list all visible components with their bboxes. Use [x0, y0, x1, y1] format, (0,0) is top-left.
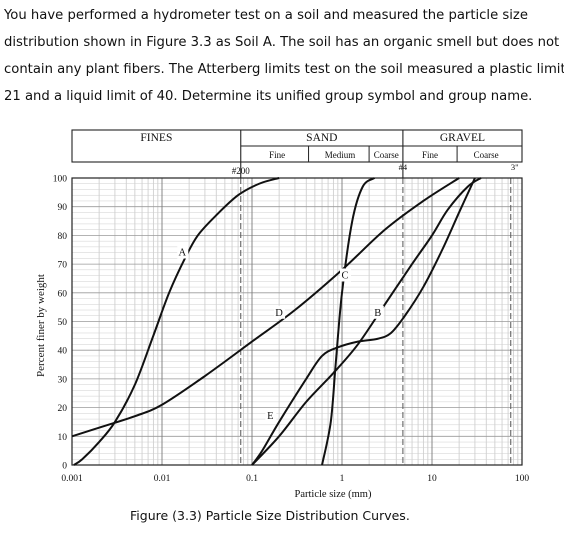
problem-line: distribution shown in Figure 3.3 as Soil… [4, 35, 560, 50]
sand-coarse-label: Coarse [374, 150, 399, 160]
axes: 0 10 20 30 40 50 60 70 80 90 100 0.001 0.01 0.1 1 10 100… [35, 175, 529, 501]
curve-c [321, 177, 376, 466]
x-tick-label: 0.001 [61, 474, 83, 484]
gravel-label: GRAVEL [440, 132, 485, 144]
curve-label-a: A [178, 247, 186, 258]
curve-label-e: E [267, 411, 273, 422]
y-tick-label: 20 [58, 404, 68, 414]
curve-label-b: B [374, 308, 381, 319]
curve-label-d: D [275, 308, 283, 319]
curve-labels: A B C D E [177, 245, 384, 423]
problem-line: contain any plant fibers. The Atterberg … [4, 62, 564, 77]
plot-frame [71, 177, 523, 466]
curve-label-bg [340, 268, 352, 282]
y-tick-label: 90 [58, 203, 68, 213]
x-axis-label: Particle size (mm) [295, 489, 372, 500]
y-tick-label: 70 [58, 261, 68, 271]
curve-d [71, 177, 460, 438]
curve-label-bg [265, 409, 277, 423]
curve-label-bg [177, 245, 189, 259]
x-tick-label: 10 [427, 474, 437, 484]
curve-b [251, 177, 476, 466]
problem-line: You have performed a hydrometer test on … [4, 8, 528, 23]
curves [71, 177, 482, 466]
y-tick-label: 60 [58, 289, 68, 299]
x-tick-label: 1 [340, 474, 345, 484]
curve-label-bg [372, 305, 384, 319]
gravel-fine-label: Fine [422, 150, 438, 160]
problem-text: You have performed a hydrometer test on … [4, 2, 564, 110]
gravel-coarse-label: Coarse [474, 150, 499, 160]
problem-line: 21 and a liquid limit of 40. Determine i… [4, 89, 533, 104]
y-tick-label: 10 [58, 433, 68, 443]
curve-a [73, 177, 280, 466]
x-tick-label: 0.1 [246, 474, 258, 484]
sieve-4-label: #4 [399, 162, 408, 172]
y-axis-label: Percent finer by weight [35, 274, 47, 377]
sand-medium-label: Medium [325, 150, 356, 160]
y-tick-label: 100 [53, 175, 68, 185]
y-tick-label: 0 [62, 462, 67, 472]
y-tick-label: 30 [58, 375, 68, 385]
sand-label: SAND [306, 132, 337, 144]
major-gridlines [72, 178, 522, 465]
sieve-3in-label: 3" [511, 162, 519, 172]
caption-text: Figure (3.3) Particle Size Distribution … [130, 508, 410, 523]
curve-label-c: C [342, 270, 349, 281]
x-tick-label: 0.01 [154, 474, 171, 484]
sand-fine-label: Fine [269, 150, 285, 160]
y-tick-label: 50 [58, 318, 68, 328]
sieve-200-label: #200 [232, 166, 251, 176]
y-tick-label: 80 [58, 232, 68, 242]
curve-e [251, 177, 482, 466]
fines-label: FINES [140, 132, 172, 144]
curve-label-bg [274, 305, 286, 319]
x-tick-label: 100 [515, 474, 530, 484]
y-tick-label: 40 [58, 347, 68, 357]
